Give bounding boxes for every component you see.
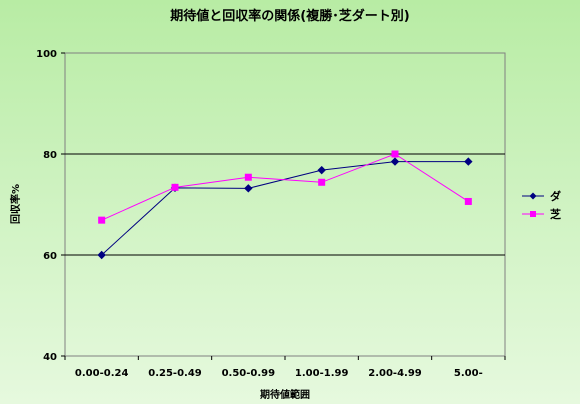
x-tick-label-1: 0.25-0.49 — [148, 368, 202, 379]
y-axis-title: 回収率% — [9, 184, 22, 224]
point-0-3 — [318, 167, 325, 174]
x-axis-title: 期待値範囲 — [260, 388, 310, 401]
series-group — [98, 151, 472, 259]
series-line-1 — [102, 154, 469, 220]
point-0-4 — [392, 158, 399, 165]
legend-marker-0 — [530, 193, 537, 200]
plot-area — [65, 53, 505, 356]
x-axis-ticks: 0.00-0.24 0.25-0.49 0.50-0.99 1.00-1.99 2.00… — [65, 356, 505, 379]
point-1-3 — [319, 179, 325, 185]
point-0-5 — [465, 158, 472, 165]
gridlines — [65, 154, 505, 255]
series-0 — [98, 158, 472, 258]
x-tick-label-4: 2.00-4.99 — [368, 368, 422, 379]
point-0-2 — [245, 185, 252, 192]
point-1-1 — [172, 184, 178, 190]
y-tick-label-80: 80 — [43, 150, 57, 161]
series-line-0 — [102, 162, 469, 255]
point-1-4 — [392, 151, 398, 157]
y-tick-label-40: 40 — [43, 352, 57, 363]
legend: ダ芝 — [522, 189, 561, 221]
chart-title: 期待値と回収率の関係(複勝･芝ダート別) — [170, 8, 409, 24]
x-tick-label-3: 1.00-1.99 — [295, 368, 349, 379]
y-tick-label-60: 60 — [43, 251, 57, 262]
x-tick-label-5: 5.00- — [454, 368, 483, 379]
point-1-2 — [245, 174, 251, 180]
point-1-5 — [465, 198, 471, 204]
x-tick-label-2: 0.50-0.99 — [222, 368, 276, 379]
y-tick-label-100: 100 — [36, 49, 57, 60]
y-axis-ticks: 40 60 80 100 — [36, 49, 65, 363]
legend-label-0: ダ — [550, 189, 561, 203]
x-tick-label-0: 0.00-0.24 — [75, 368, 129, 379]
legend-marker-1 — [530, 211, 536, 217]
legend-label-1: 芝 — [550, 207, 561, 221]
point-1-0 — [99, 217, 105, 223]
